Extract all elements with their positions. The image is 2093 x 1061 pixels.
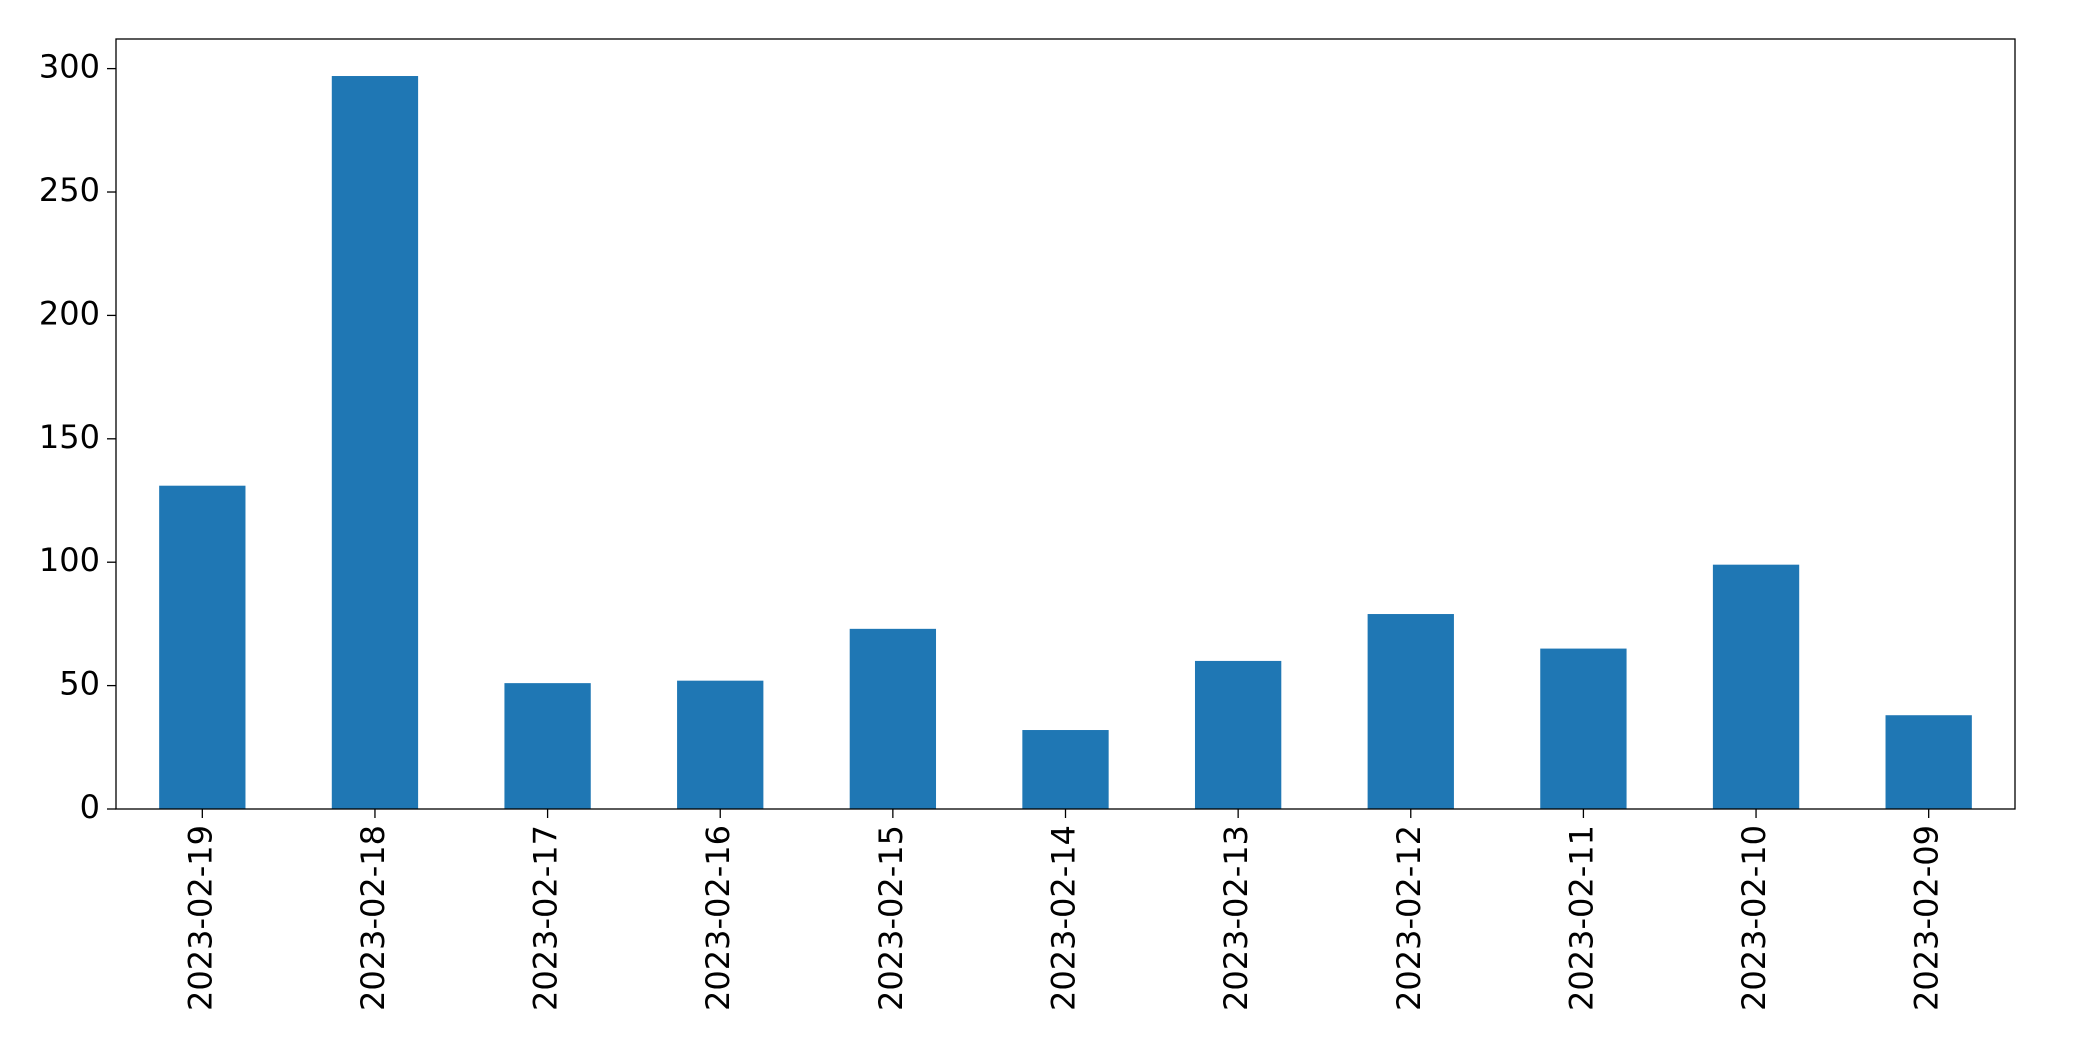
x-tick-label: 2023-02-17 (527, 825, 565, 1011)
y-tick-label: 300 (39, 48, 100, 86)
x-tick-label: 2023-02-14 (1045, 825, 1083, 1011)
bar (849, 628, 937, 809)
bar (331, 76, 419, 810)
x-tick-label: 2023-02-16 (699, 825, 737, 1011)
bar (1885, 715, 1972, 809)
bar (504, 683, 591, 809)
bar (1367, 614, 1454, 809)
y-tick-label: 100 (39, 541, 100, 579)
x-tick-label: 2023-02-15 (872, 825, 910, 1011)
bar (159, 485, 246, 809)
y-tick-label: 200 (39, 294, 100, 332)
bar (1194, 660, 1282, 809)
bar (1540, 648, 1627, 809)
bar (677, 680, 764, 809)
x-tick-label: 2023-02-13 (1217, 825, 1255, 1011)
x-tick-label: 2023-02-11 (1562, 825, 1600, 1011)
y-tick-label: 150 (39, 418, 100, 456)
bar (1022, 730, 1109, 809)
x-tick-label: 2023-02-12 (1390, 825, 1428, 1011)
bar (1712, 564, 1800, 809)
y-tick-label: 250 (39, 171, 100, 209)
x-tick-label: 2023-02-19 (181, 825, 219, 1011)
y-tick-label: 0 (80, 788, 100, 826)
x-tick-label: 2023-02-10 (1735, 825, 1773, 1011)
x-tick-label: 2023-02-09 (1908, 825, 1946, 1011)
y-tick-label: 50 (59, 665, 100, 703)
x-tick-label: 2023-02-18 (354, 825, 392, 1011)
